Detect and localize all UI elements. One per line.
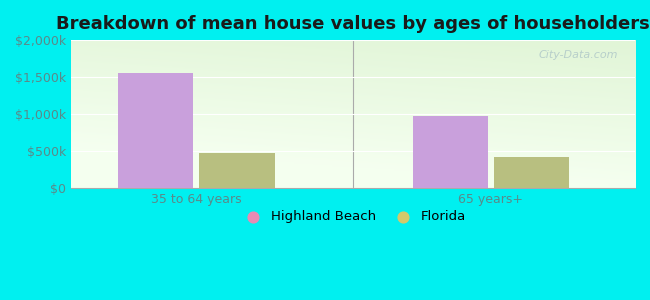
Bar xyxy=(200,153,275,188)
Bar xyxy=(118,73,193,188)
Bar xyxy=(413,116,488,188)
Legend: Highland Beach, Florida: Highland Beach, Florida xyxy=(234,205,472,228)
Bar xyxy=(494,157,569,188)
Title: Breakdown of mean house values by ages of householders: Breakdown of mean house values by ages o… xyxy=(56,15,650,33)
Text: City-Data.com: City-Data.com xyxy=(539,50,618,60)
